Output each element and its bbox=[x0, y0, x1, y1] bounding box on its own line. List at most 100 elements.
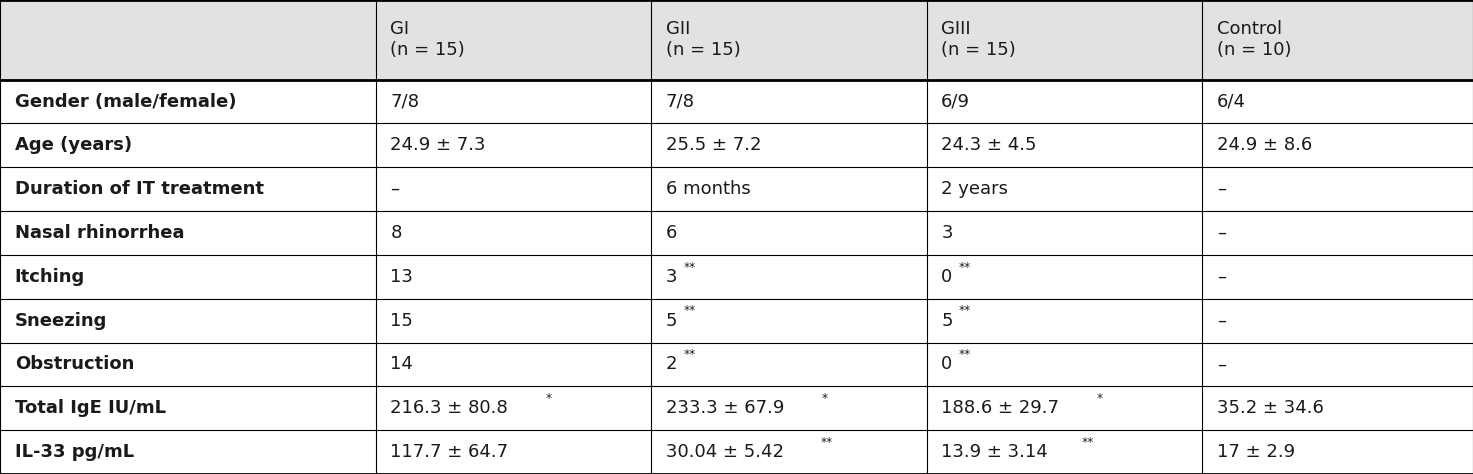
Text: **: ** bbox=[683, 348, 695, 361]
Text: 5: 5 bbox=[941, 311, 953, 329]
Text: IL-33 pg/mL: IL-33 pg/mL bbox=[15, 443, 134, 461]
Bar bbox=[1202, 211, 1473, 255]
Bar bbox=[1202, 0, 1473, 80]
Bar bbox=[651, 343, 927, 386]
Bar bbox=[0, 299, 376, 343]
Text: 233.3 ± 67.9: 233.3 ± 67.9 bbox=[666, 399, 784, 417]
Text: GIII
(n = 15): GIII (n = 15) bbox=[941, 20, 1016, 59]
Text: Total IgE IU/mL: Total IgE IU/mL bbox=[15, 399, 166, 417]
Text: 35.2 ± 34.6: 35.2 ± 34.6 bbox=[1217, 399, 1324, 417]
Text: 5: 5 bbox=[666, 311, 678, 329]
Text: 13: 13 bbox=[390, 268, 414, 286]
Text: 24.3 ± 4.5: 24.3 ± 4.5 bbox=[941, 137, 1037, 155]
Text: **: ** bbox=[959, 261, 971, 273]
Text: 13.9 ± 3.14: 13.9 ± 3.14 bbox=[941, 443, 1047, 461]
Bar bbox=[376, 167, 651, 211]
Bar bbox=[927, 123, 1202, 167]
Text: **: ** bbox=[820, 436, 834, 449]
Bar bbox=[1202, 299, 1473, 343]
Text: Nasal rhinorrhea: Nasal rhinorrhea bbox=[15, 224, 184, 242]
Bar bbox=[927, 167, 1202, 211]
Bar bbox=[1202, 123, 1473, 167]
Bar bbox=[1202, 430, 1473, 474]
Text: *: * bbox=[545, 392, 551, 405]
Text: **: ** bbox=[683, 304, 695, 318]
Text: *: * bbox=[822, 392, 828, 405]
Text: 15: 15 bbox=[390, 311, 414, 329]
Text: 0: 0 bbox=[941, 268, 953, 286]
Text: 188.6 ± 29.7: 188.6 ± 29.7 bbox=[941, 399, 1059, 417]
Bar bbox=[651, 211, 927, 255]
Bar bbox=[376, 80, 651, 123]
Text: GI
(n = 15): GI (n = 15) bbox=[390, 20, 465, 59]
Text: 17 ± 2.9: 17 ± 2.9 bbox=[1217, 443, 1295, 461]
Bar bbox=[927, 211, 1202, 255]
Bar bbox=[376, 123, 651, 167]
Bar bbox=[927, 430, 1202, 474]
Text: 6/4: 6/4 bbox=[1217, 92, 1246, 110]
Bar bbox=[927, 386, 1202, 430]
Bar bbox=[0, 255, 376, 299]
Text: 7/8: 7/8 bbox=[390, 92, 420, 110]
Text: 7/8: 7/8 bbox=[666, 92, 695, 110]
Text: –: – bbox=[390, 180, 399, 198]
Text: Obstruction: Obstruction bbox=[15, 356, 134, 374]
Bar bbox=[927, 299, 1202, 343]
Text: Duration of IT treatment: Duration of IT treatment bbox=[15, 180, 264, 198]
Text: **: ** bbox=[959, 304, 971, 318]
Bar bbox=[1202, 343, 1473, 386]
Bar bbox=[651, 123, 927, 167]
Bar bbox=[1202, 255, 1473, 299]
Text: 0: 0 bbox=[941, 356, 953, 374]
Text: –: – bbox=[1217, 180, 1226, 198]
Bar bbox=[651, 167, 927, 211]
Bar bbox=[927, 0, 1202, 80]
Bar bbox=[0, 343, 376, 386]
Text: 8: 8 bbox=[390, 224, 402, 242]
Text: 6 months: 6 months bbox=[666, 180, 751, 198]
Text: Gender (male/female): Gender (male/female) bbox=[15, 92, 236, 110]
Bar bbox=[1202, 386, 1473, 430]
Text: –: – bbox=[1217, 311, 1226, 329]
Text: –: – bbox=[1217, 268, 1226, 286]
Bar bbox=[927, 80, 1202, 123]
Bar bbox=[0, 211, 376, 255]
Bar bbox=[376, 386, 651, 430]
Text: 6/9: 6/9 bbox=[941, 92, 971, 110]
Text: Itching: Itching bbox=[15, 268, 85, 286]
Bar bbox=[0, 386, 376, 430]
Text: –: – bbox=[1217, 356, 1226, 374]
Text: 2: 2 bbox=[666, 356, 678, 374]
Bar bbox=[651, 430, 927, 474]
Bar bbox=[651, 299, 927, 343]
Text: 6: 6 bbox=[666, 224, 678, 242]
Text: 14: 14 bbox=[390, 356, 414, 374]
Bar bbox=[376, 255, 651, 299]
Bar bbox=[376, 0, 651, 80]
Bar bbox=[651, 0, 927, 80]
Bar bbox=[1202, 167, 1473, 211]
Bar bbox=[0, 0, 376, 80]
Text: 24.9 ± 8.6: 24.9 ± 8.6 bbox=[1217, 137, 1312, 155]
Text: –: – bbox=[1217, 224, 1226, 242]
Bar bbox=[927, 255, 1202, 299]
Bar bbox=[376, 211, 651, 255]
Text: GII
(n = 15): GII (n = 15) bbox=[666, 20, 741, 59]
Text: 2 years: 2 years bbox=[941, 180, 1008, 198]
Text: 30.04 ± 5.42: 30.04 ± 5.42 bbox=[666, 443, 784, 461]
Text: 25.5 ± 7.2: 25.5 ± 7.2 bbox=[666, 137, 762, 155]
Text: 24.9 ± 7.3: 24.9 ± 7.3 bbox=[390, 137, 486, 155]
Text: **: ** bbox=[959, 348, 971, 361]
Bar bbox=[0, 123, 376, 167]
Bar bbox=[651, 386, 927, 430]
Text: Control
(n = 10): Control (n = 10) bbox=[1217, 20, 1292, 59]
Text: 117.7 ± 64.7: 117.7 ± 64.7 bbox=[390, 443, 508, 461]
Bar bbox=[376, 299, 651, 343]
Text: 216.3 ± 80.8: 216.3 ± 80.8 bbox=[390, 399, 508, 417]
Text: 3: 3 bbox=[941, 224, 953, 242]
Bar bbox=[376, 343, 651, 386]
Bar bbox=[0, 167, 376, 211]
Text: **: ** bbox=[683, 261, 695, 273]
Bar bbox=[0, 430, 376, 474]
Bar bbox=[376, 430, 651, 474]
